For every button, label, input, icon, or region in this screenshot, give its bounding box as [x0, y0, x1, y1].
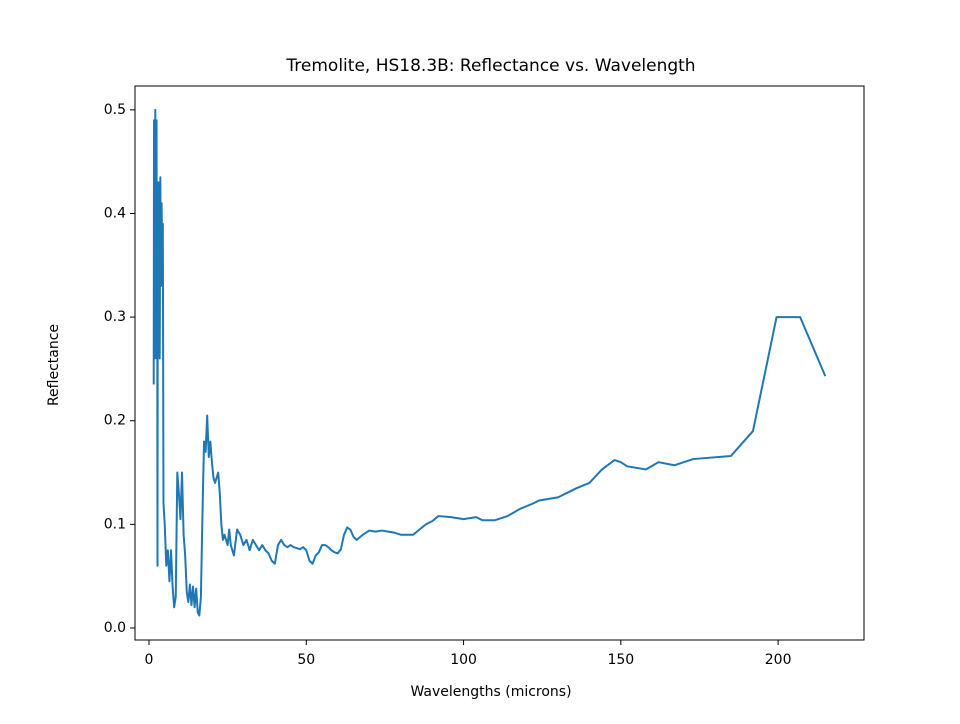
x-axis-label: Wavelengths (microns): [410, 684, 571, 700]
x-tick-label: 50: [297, 652, 315, 668]
y-tick-label: 0.1: [104, 516, 126, 532]
y-tick-label: 0.4: [104, 205, 126, 221]
y-tick-label: 0.3: [104, 309, 126, 325]
y-tick-label: 0.0: [104, 620, 126, 636]
x-tick-label: 0: [145, 652, 154, 668]
chart-title: Tremolite, HS18.3B: Reflectance vs. Wave…: [285, 56, 695, 76]
plot-frame: [134, 85, 865, 641]
y-tick-label: 0.5: [104, 102, 126, 118]
x-tick-label: 150: [607, 652, 634, 668]
y-tick-label: 0.2: [104, 413, 126, 429]
x-tick-label: 100: [450, 652, 477, 668]
x-tick-label: 200: [765, 652, 792, 668]
data-line: [152, 108, 827, 617]
y-axis-label: Reflectance: [46, 324, 62, 406]
